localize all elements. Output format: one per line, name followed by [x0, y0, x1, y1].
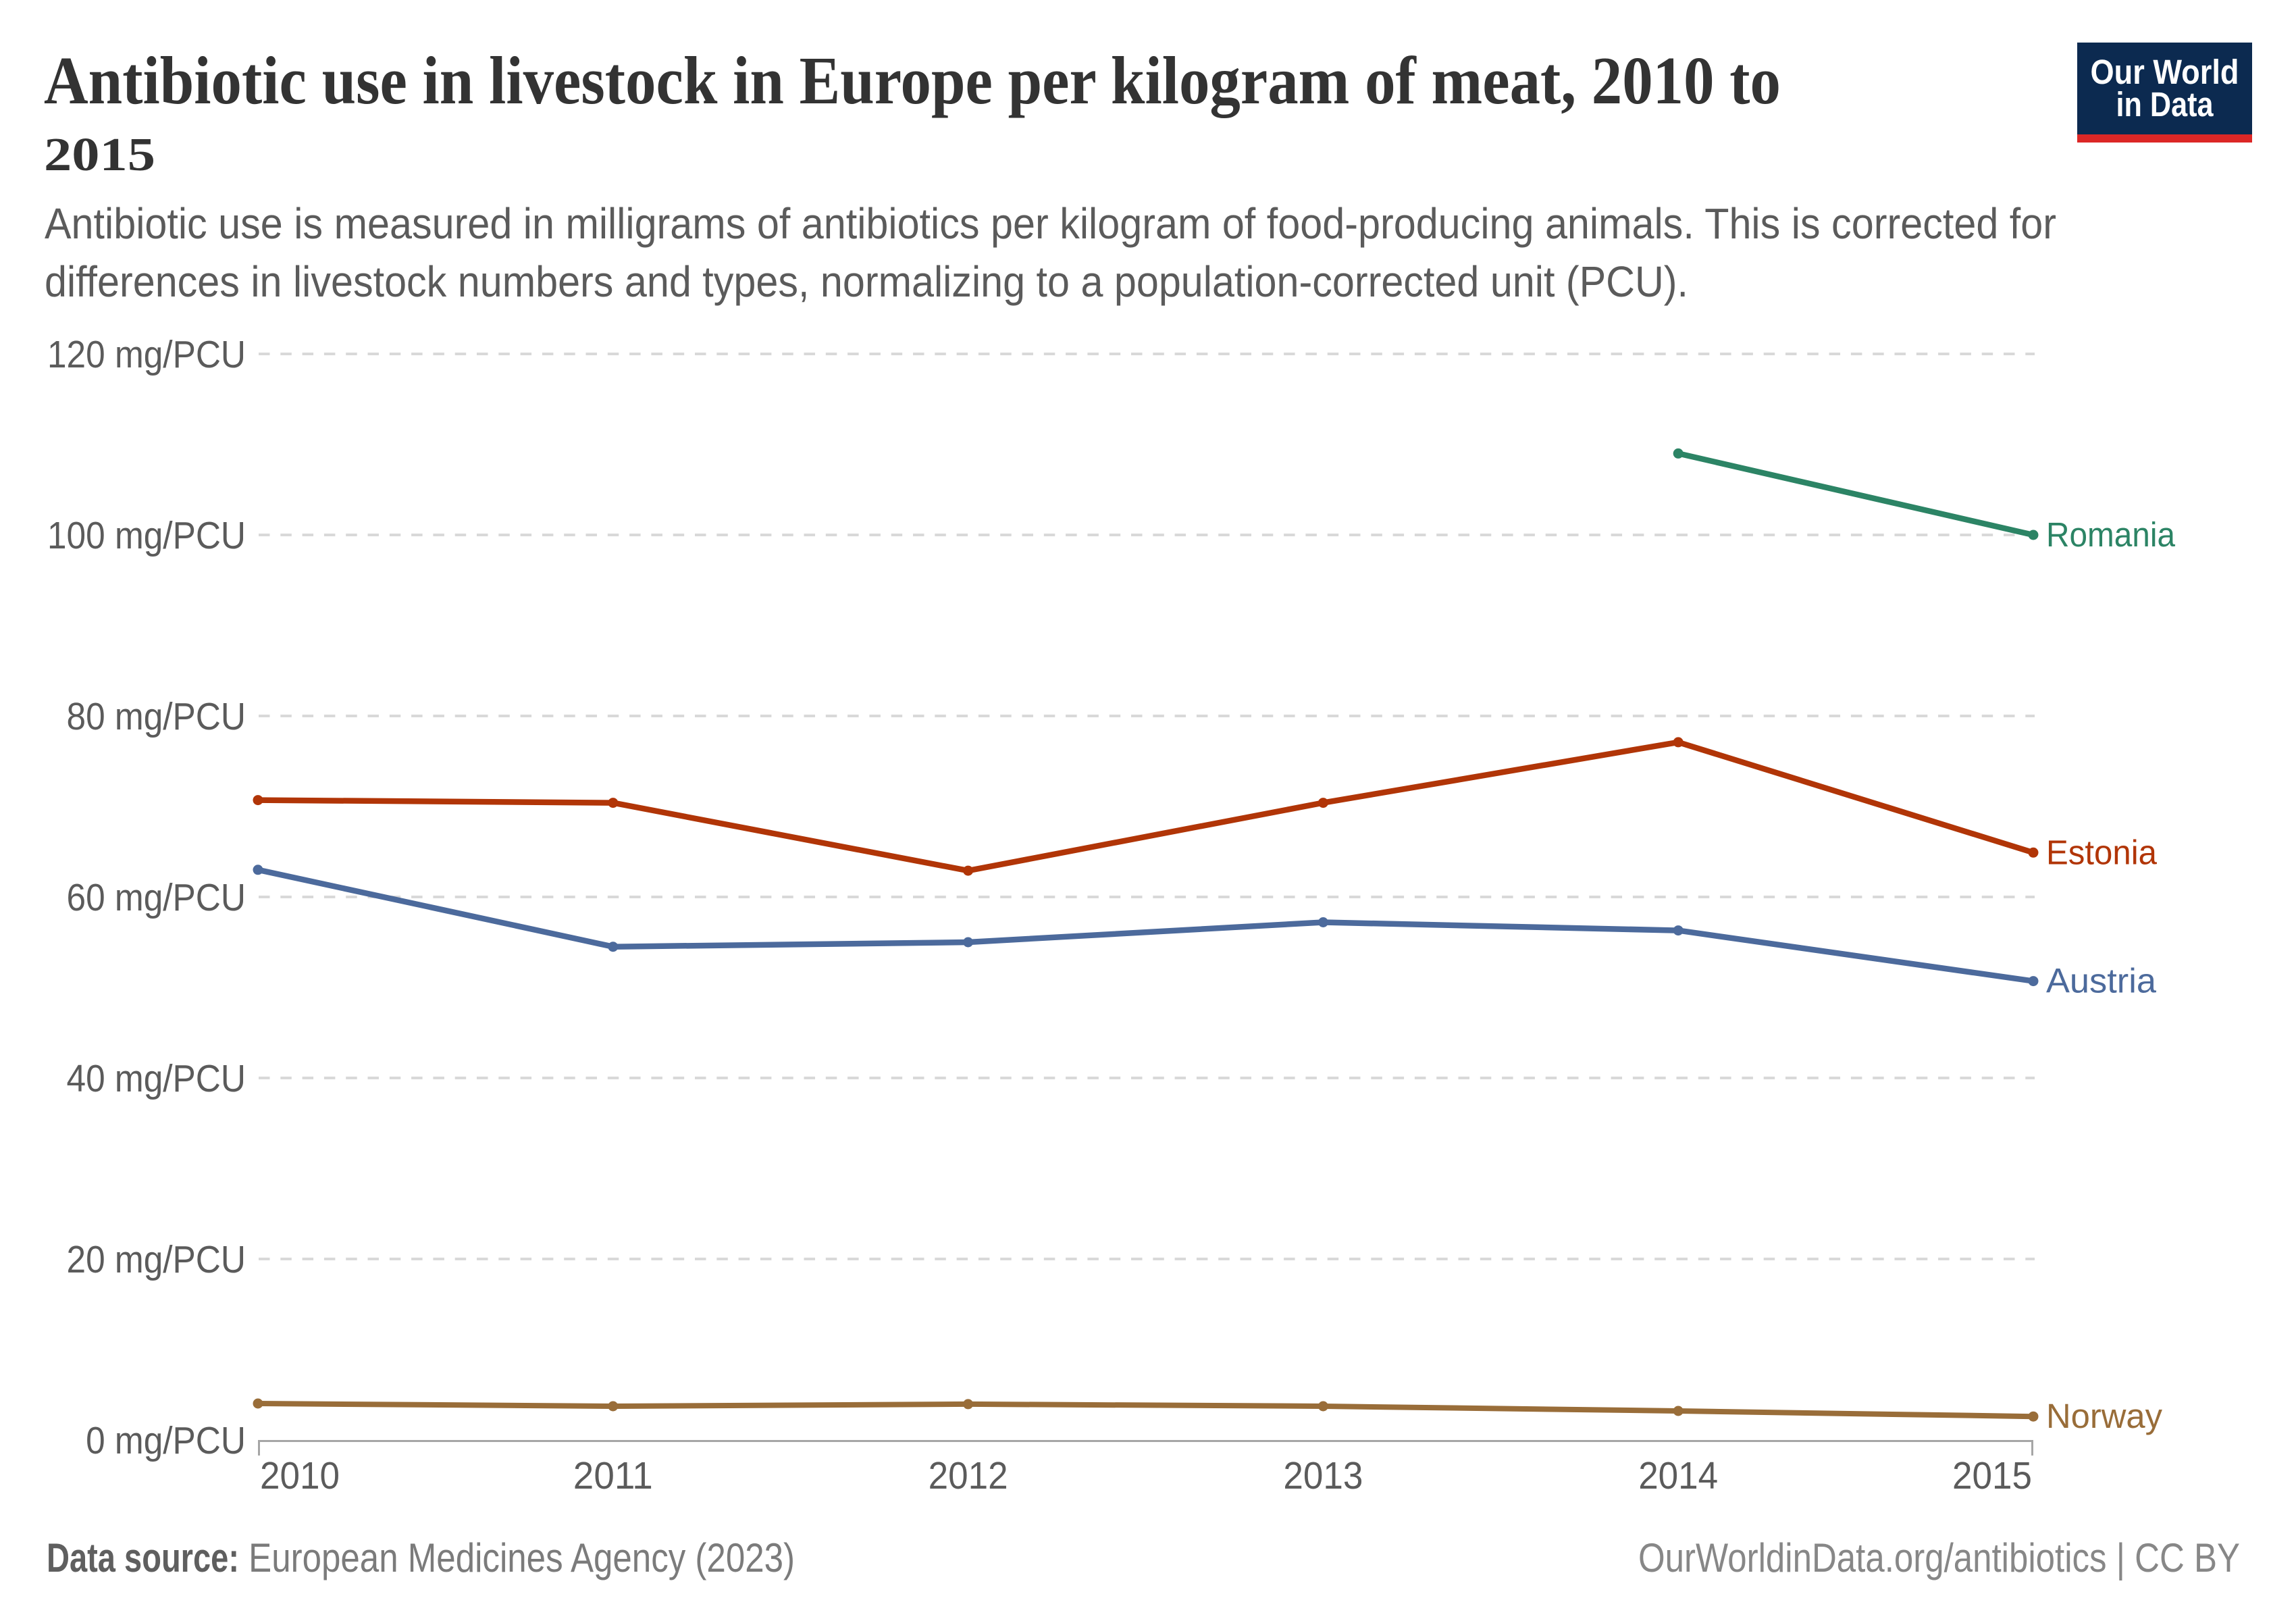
svg-text:2010: 2010 [260, 1454, 340, 1497]
svg-text:Norway: Norway [2046, 1397, 2162, 1435]
svg-text:80 mg/PCU: 80 mg/PCU [67, 695, 246, 738]
svg-text:2013: 2013 [1283, 1454, 1363, 1497]
svg-text:2014: 2014 [1638, 1454, 1718, 1497]
svg-text:Antibiotic use is measured in: Antibiotic use is measured in milligrams… [45, 199, 2056, 248]
svg-text:0 mg/PCU: 0 mg/PCU [86, 1419, 246, 1462]
svg-text:20 mg/PCU: 20 mg/PCU [67, 1238, 246, 1281]
svg-text:Antibiotic use in livestock in: Antibiotic use in livestock in Europe pe… [44, 43, 1781, 118]
svg-text:differences in livestock numbe: differences in livestock numbers and typ… [45, 257, 1688, 306]
svg-text:2011: 2011 [573, 1454, 653, 1497]
svg-text:2015: 2015 [1952, 1454, 2032, 1497]
svg-text:120 mg/PCU: 120 mg/PCU [47, 333, 246, 376]
svg-text:60 mg/PCU: 60 mg/PCU [67, 876, 246, 919]
svg-text:OurWorldinData.org/antibiotics: OurWorldinData.org/antibiotics | CC BY [1638, 1535, 2240, 1580]
svg-text:in Data: in Data [2116, 85, 2214, 124]
svg-text:Estonia: Estonia [2046, 833, 2158, 871]
svg-text:Romania: Romania [2046, 515, 2176, 554]
svg-text:Data source: European Medicine: Data source: European Medicines Agency (… [47, 1535, 795, 1580]
svg-text:Austria: Austria [2046, 962, 2157, 1000]
svg-text:100 mg/PCU: 100 mg/PCU [47, 514, 246, 557]
svg-text:2012: 2012 [929, 1454, 1008, 1497]
svg-text:40 mg/PCU: 40 mg/PCU [67, 1057, 246, 1100]
svg-text:2015: 2015 [44, 129, 155, 181]
svg-text:Our World: Our World [2091, 53, 2239, 91]
